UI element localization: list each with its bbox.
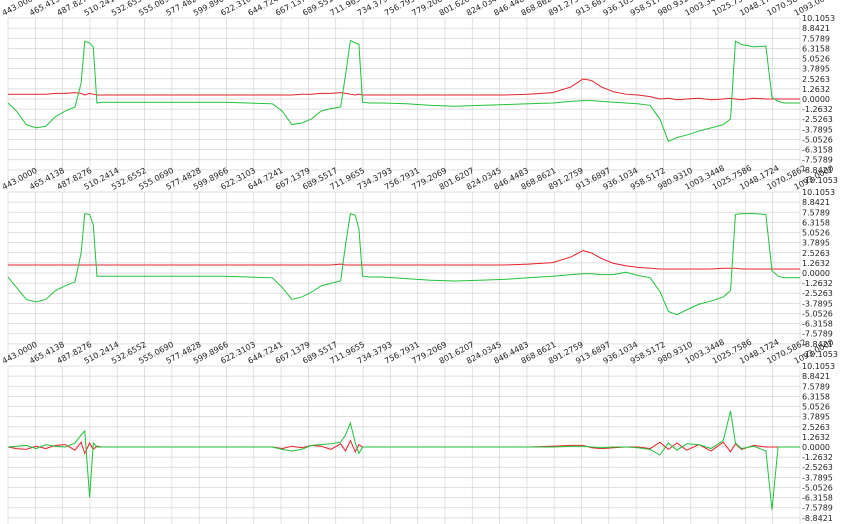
y-tick-label: -2.5263 [802, 463, 833, 472]
y-tick-label: 3.7895 [802, 413, 830, 422]
y-tick-label: -3.7895 [802, 299, 833, 308]
y-tick-label: -3.7895 [802, 473, 833, 482]
data-line [7, 39, 800, 143]
y-tick-label: -1.2632 [802, 279, 833, 288]
data-line [7, 410, 800, 510]
y-tick-label: -5.0526 [802, 135, 833, 144]
y-tick-label: -8.8421 [802, 514, 833, 523]
y-tick-label: -6.3158 [802, 320, 833, 329]
y-tick-label: -1.2632 [802, 105, 833, 114]
y-tick-label: 5.0526 [802, 229, 830, 238]
y-tick-label: 6.3158 [802, 218, 830, 227]
y-tick-label: 8.8421 [802, 372, 830, 381]
y-tick-label: 3.7895 [802, 239, 830, 248]
y-tick-label: 10.1053 [802, 362, 835, 371]
y-tick-label: -2.5263 [802, 289, 833, 298]
y-tick-label: 7.5789 [802, 208, 830, 217]
y-tick-label: 5.0526 [802, 403, 830, 412]
y-tick-label: -1.2632 [802, 453, 833, 462]
y-tick-label: 1.2632 [802, 259, 830, 268]
y-tick-label: -5.0526 [802, 309, 833, 318]
y-tick-label: -8.8421 [802, 340, 833, 349]
y-tick-label: 10.1053 [802, 188, 835, 197]
y-tick-label: 6.3158 [802, 392, 830, 401]
y-tick-label: 5.0526 [802, 55, 830, 64]
y-tick-label: -7.5789 [802, 330, 833, 339]
y-tick-label: -7.5789 [802, 504, 833, 513]
y-tick-label: 2.5263 [802, 75, 830, 84]
y-tick-label: 1.2632 [802, 85, 830, 94]
y-tick-label: 2.5263 [802, 423, 830, 432]
y-tick-label: -10.1053 [802, 350, 838, 359]
y-tick-label: 0.0000 [802, 269, 830, 278]
data-line [7, 213, 800, 316]
y-tick-label: -3.7895 [802, 125, 833, 134]
data-line [8, 78, 800, 101]
y-tick-label: -7.5789 [802, 156, 833, 165]
data-line [8, 250, 800, 270]
y-tick-label: -6.3158 [802, 146, 833, 155]
y-tick-label: 8.8421 [802, 198, 830, 207]
y-tick-label: -6.3158 [802, 494, 833, 503]
y-tick-label: -8.8421 [802, 166, 833, 175]
y-tick-label: 0.0000 [802, 95, 830, 104]
y-tick-label: 1.2632 [802, 433, 830, 442]
y-tick-label: -2.5263 [802, 115, 833, 124]
y-tick-label: 6.3158 [802, 44, 830, 53]
y-tick-label: 3.7895 [802, 65, 830, 74]
y-tick-label: -5.0526 [802, 483, 833, 492]
y-tick-label: 8.8421 [802, 24, 830, 33]
y-tick-label: 10.1053 [802, 14, 835, 23]
y-tick-label: 2.5263 [802, 249, 830, 258]
y-tick-label: 7.5789 [802, 34, 830, 43]
y-tick-label: -10.1053 [802, 176, 838, 185]
y-tick-label: 7.5789 [802, 382, 830, 391]
y-tick-label: 0.0000 [802, 443, 830, 452]
